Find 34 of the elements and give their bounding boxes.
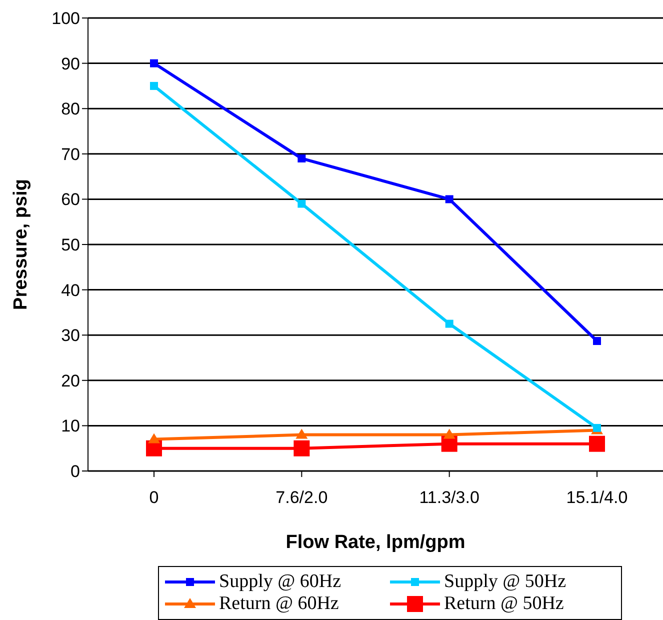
- x-tick-label: 11.3/3.0: [419, 488, 480, 508]
- point: [294, 440, 310, 456]
- point: [593, 424, 601, 432]
- point: [148, 433, 160, 444]
- x-tick-label: 7.6/2.0: [276, 488, 328, 508]
- y-tick-label: 90: [61, 54, 80, 74]
- y-tick-label: 70: [61, 144, 80, 164]
- point: [445, 195, 454, 204]
- y-tick-label: 40: [61, 280, 80, 300]
- point: [593, 336, 601, 345]
- point: [298, 154, 306, 162]
- x-axis-title: Flow Rate, lpm/gpm: [286, 532, 466, 553]
- legend-label: Return @ 60Hz: [219, 593, 339, 615]
- point: [150, 59, 158, 68]
- y-tick-label: 20: [61, 371, 80, 390]
- x-tick-label: 15.1/4.0: [566, 488, 628, 508]
- point: [296, 428, 308, 439]
- y-tick-label: 0: [70, 462, 80, 482]
- point: [445, 320, 454, 328]
- y-tick-label: 80: [61, 100, 80, 119]
- y-axis-title: Pressure, psig: [10, 179, 32, 310]
- y-tick-label: 10: [61, 416, 80, 436]
- point: [589, 436, 605, 452]
- point: [443, 428, 456, 439]
- legend-label: Return @ 50Hz: [444, 593, 564, 615]
- point: [150, 82, 158, 90]
- y-tick-label: 100: [52, 9, 80, 28]
- y-tick-label: 50: [61, 236, 80, 255]
- legend-label: Supply @ 60Hz: [219, 571, 341, 593]
- y-tick-label: 60: [61, 190, 80, 210]
- x-tick-label: 0: [149, 488, 159, 508]
- point: [298, 200, 306, 208]
- y-tick-label: 30: [61, 326, 80, 346]
- legend-label: Supply @ 50Hz: [444, 571, 566, 593]
